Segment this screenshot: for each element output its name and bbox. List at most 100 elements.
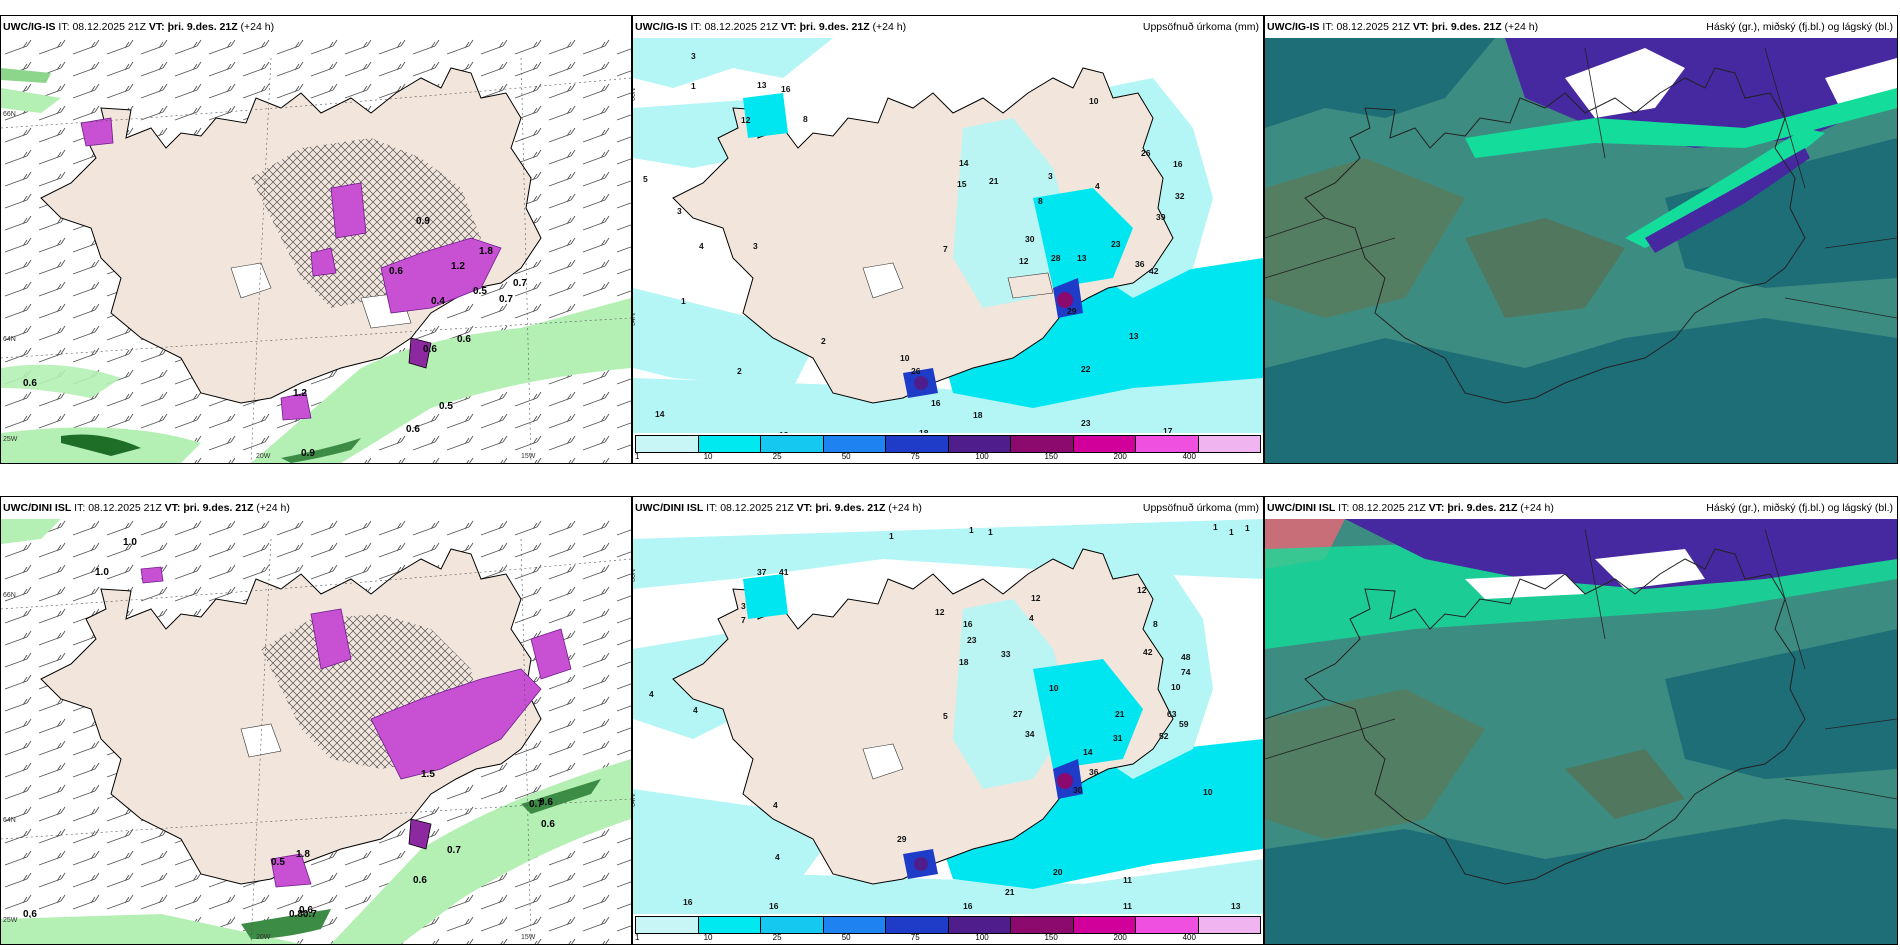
precip-value: 14 <box>655 409 665 419</box>
precip-value: 10 <box>1049 683 1059 693</box>
wind-value: 1.0 <box>95 567 109 578</box>
init-time: 08.12.2025 21Z <box>720 502 794 514</box>
legend-swatch <box>886 917 949 933</box>
panel-precip-dini: UWC/DINI ISL IT: 08.12.2025 21Z VT: þri.… <box>632 496 1264 945</box>
precip-value: 16 <box>963 901 973 911</box>
lon-label-20: 20W <box>256 453 271 460</box>
panel-precip-ig-is: UWC/IG-IS IT: 08.12.2025 21Z VT: þri. 9.… <box>632 15 1264 464</box>
lat-label-64: 64N <box>3 336 16 343</box>
legend-tick: 1 <box>635 933 640 942</box>
model-name: UWC/DINI ISL <box>635 502 704 514</box>
wind-value: 0.6 <box>23 909 37 920</box>
init-time: 08.12.2025 21Z <box>1336 21 1410 33</box>
wind-value: 0.5 <box>439 401 453 412</box>
legend-swatch <box>636 917 699 933</box>
wind-value: 0.6 <box>389 266 403 277</box>
lon-label-15: 15W <box>521 934 536 941</box>
valid-time: þri. 9.des. 21Z <box>167 21 238 33</box>
precip-value: 14 <box>1083 747 1093 757</box>
wind-value: 0.9 <box>416 216 430 227</box>
precip-value: 11 <box>1123 875 1132 885</box>
it-label: IT: <box>74 502 86 514</box>
precip-value: 10 <box>1089 96 1099 106</box>
wind-value: 1.5 <box>421 769 435 780</box>
legend-swatch <box>1198 436 1260 452</box>
precip-value: 16 <box>1173 159 1183 169</box>
precip-value: 31 <box>1113 733 1123 743</box>
it-label: IT: <box>706 502 718 514</box>
legend-tick: 75 <box>910 933 920 942</box>
precip-value: 7 <box>943 244 948 254</box>
precip-value: 5 <box>943 711 948 721</box>
wind-value: 0.4 <box>431 296 445 307</box>
precip-legend: 1 10 25 50 75 100 150 200 400 <box>633 433 1263 463</box>
model-name: UWC/IG-IS <box>3 21 56 33</box>
legend-swatch <box>1011 436 1074 452</box>
precip-value: 16 <box>683 897 693 907</box>
panel-wind-ig-is: UWC/IG-IS IT: 08.12.2025 21Z VT: þri. 9.… <box>0 15 632 464</box>
precip-value: 42 <box>1149 266 1159 276</box>
panel-title: Háský (gr.), miðský (fj.bl.) og lágský (… <box>1706 21 1893 33</box>
wind-value: 0.5 <box>473 286 487 297</box>
lead-time: (+24 h) <box>1520 502 1554 514</box>
model-name: UWC/IG-IS <box>1267 21 1320 33</box>
legend-tick: 1 <box>635 452 640 461</box>
precip-value: 26 <box>1141 148 1151 158</box>
precip-value: 3 <box>741 601 746 611</box>
precip-value: 4 <box>699 241 704 251</box>
it-label: IT: <box>1322 21 1334 33</box>
valid-time: þri. 9.des. 21Z <box>183 502 254 514</box>
legend-tick: 75 <box>910 452 920 461</box>
precip-value: 1 <box>889 531 894 541</box>
precip-value: 42 <box>1143 647 1153 657</box>
precip-value: 2 <box>821 336 826 346</box>
panel-title: Uppsöfnuð úrkoma (mm) <box>1142 502 1259 514</box>
init-time: 08.12.2025 21Z <box>1352 502 1426 514</box>
init-time: 08.12.2025 21Z <box>72 21 146 33</box>
map-cloud-dini <box>1265 519 1897 944</box>
precip-value: 21 <box>1115 709 1125 719</box>
precip-value: 74 <box>1181 667 1191 677</box>
precip-value: 13 <box>1129 331 1139 341</box>
legend-tick: 200 <box>1113 452 1127 461</box>
legend-swatch <box>1136 436 1199 452</box>
precip-value: 30 <box>1025 234 1035 244</box>
legend-swatch <box>1198 917 1260 933</box>
init-time: 08.12.2025 21Z <box>704 21 778 33</box>
lat-label-66: 66N <box>632 88 637 101</box>
wind-value: 0.7 <box>513 278 527 289</box>
legend-swatch <box>886 436 949 452</box>
lon-label-20: 20W <box>256 934 271 941</box>
precip-value: 16 <box>781 84 791 94</box>
legend-tick: 200 <box>1113 933 1127 942</box>
legend-ticks: 1 10 25 50 75 100 150 200 400 <box>635 452 1261 463</box>
legend-swatch <box>823 436 886 452</box>
wind-value: 0.7 <box>529 799 543 810</box>
precip-value: 10 <box>900 353 910 363</box>
precip-value: 34 <box>1025 729 1035 739</box>
precip-value: 29 <box>897 834 907 844</box>
precip-legend: 1 10 25 50 75 100 150 200 400 <box>633 914 1263 944</box>
legend-ticks: 1 10 25 50 75 100 150 200 400 <box>635 933 1261 944</box>
legend-swatch <box>698 917 761 933</box>
precip-value: 8 <box>803 114 808 124</box>
wind-value: 0.6 <box>406 424 420 435</box>
panel-title: Uppsöfnuð úrkoma (mm) <box>1142 21 1259 33</box>
precip-value: 4 <box>1095 181 1100 191</box>
wind-value: 0.7 <box>447 845 461 856</box>
model-name: UWC/DINI ISL <box>3 502 72 514</box>
panel-header: UWC/IG-IS IT: 08.12.2025 21Z VT: þri. 9.… <box>1 16 631 38</box>
precip-value: 16 <box>931 398 941 408</box>
precip-value: 26 <box>911 366 921 376</box>
wind-value: 1.8 <box>479 246 493 257</box>
precip-value: 13 <box>757 80 767 90</box>
precip-value: 13 <box>1231 901 1241 911</box>
wind-value: 0.7 <box>499 294 513 305</box>
lead-time: (+24 h) <box>256 502 290 514</box>
precip-value: 14 <box>959 158 969 168</box>
legend-swatch <box>761 917 824 933</box>
map-wind-dini <box>1 519 631 944</box>
precip-value: 15 <box>957 179 967 189</box>
precip-value: 52 <box>1159 731 1169 741</box>
precip-value: 22 <box>1081 364 1091 374</box>
